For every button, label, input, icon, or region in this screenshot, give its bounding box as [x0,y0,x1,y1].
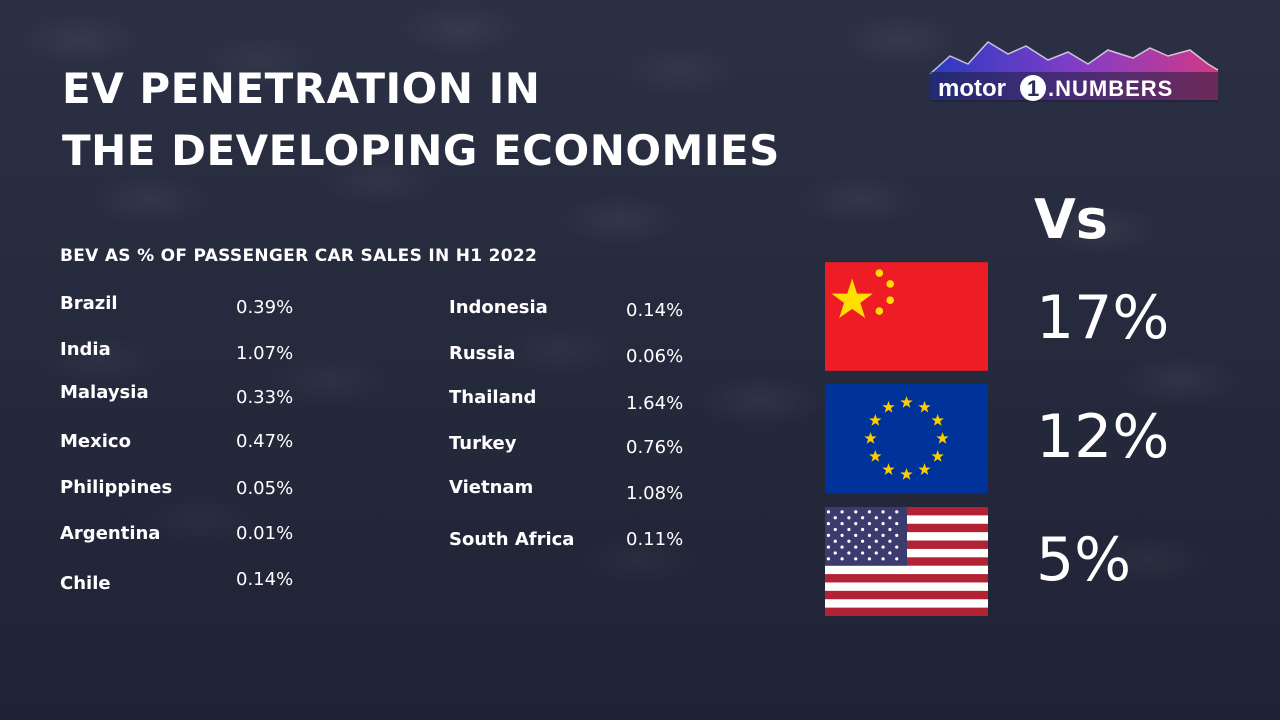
table-row-country: Indonesia [449,297,548,318]
table-row-value: 0.39% [236,297,294,318]
table-row-value: 0.14% [626,300,684,321]
title-line-1: EV PENETRATION IN [62,64,541,113]
table-row-country: Vietnam [449,477,534,498]
table-row-value: 0.01% [236,523,294,544]
table-row-country: Russia [449,343,516,364]
table-row-country: Chile [60,573,111,594]
table-row-country: Thailand [449,387,537,408]
chart-subtitle: BEV AS % OF PASSENGER CAR SALES IN H1 20… [60,246,538,266]
logo-mountain-graphic: motor 1 .NUMBERS [929,41,1219,102]
table-row-country: Argentina [60,523,161,544]
table-row-country: South Africa [449,529,575,550]
page-title: EV PENETRATION IN THE DEVELOPING ECONOMI… [62,58,780,182]
us-share-value: 5% [1036,525,1132,595]
china-flag-icon [825,262,988,371]
logo-brand-right: .NUMBERS [1048,76,1173,101]
table-row-value: 1.08% [626,483,684,504]
table-row-country: India [60,339,111,360]
table-row-value: 0.47% [236,431,294,452]
table-row-value: 1.64% [626,393,684,414]
logo-brand-left: motor [938,75,1006,102]
table-row-country: Philippines [60,477,173,498]
table-row-value: 0.33% [236,387,294,408]
table-row-value: 0.11% [626,529,684,550]
table-row-country: Mexico [60,431,131,452]
eu-flag-icon [825,384,988,493]
logo-brand-numeral: 1 [1027,76,1039,101]
motor1-numbers-logo: motor 1 .NUMBERS [928,34,1220,114]
eu-share-value: 12% [1036,402,1170,472]
table-row-value: 0.14% [236,569,294,590]
table-row-value: 0.06% [626,346,684,367]
china-share-value: 17% [1036,283,1170,353]
table-row-value: 0.05% [236,478,294,499]
table-row-country: Brazil [60,293,118,314]
us-flag-icon [825,507,988,616]
table-row-value: 0.76% [626,437,684,458]
table-row-country: Turkey [449,433,517,454]
vs-label: Vs [1034,188,1108,251]
table-row-country: Malaysia [60,382,149,403]
logo-numeral-circle [1020,75,1046,101]
table-row-value: 1.07% [236,343,294,364]
title-line-2: THE DEVELOPING ECONOMIES [62,126,780,175]
